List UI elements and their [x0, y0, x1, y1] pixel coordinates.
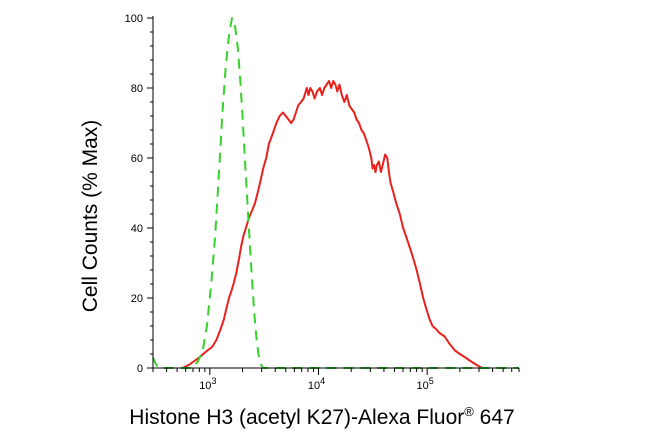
y-tick-label: 40 — [131, 223, 143, 235]
y-tick-label: 100 — [125, 13, 143, 25]
x-axis-label-tail: 647 — [474, 406, 515, 429]
plot-series — [152, 17, 519, 369]
y-axis-label: Cell Counts (% Max) — [79, 120, 102, 313]
y-tick-label: 80 — [131, 83, 143, 95]
y-tick-label: 0 — [137, 363, 143, 375]
x-axis: 103 104 105 — [152, 367, 520, 392]
x-tick-label: 103 — [199, 376, 216, 392]
sample-histogram-line — [182, 80, 483, 369]
isotype-control-line — [152, 17, 519, 369]
x-tick-label: 105 — [417, 376, 434, 392]
y-tick-label: 60 — [131, 153, 143, 165]
y-axis-title: Cell Counts (% Max) — [79, 120, 102, 313]
x-axis-title: Histone H3 (acetyl K27)-Alexa Fluor® 647 — [129, 404, 514, 429]
x-tick-label: 104 — [308, 376, 325, 392]
y-tick-label: 20 — [131, 293, 143, 305]
y-axis: 0 20 40 60 80 100 — [125, 13, 154, 375]
x-axis-label-main: Histone H3 (acetyl K27)-Alexa Fluor — [129, 406, 464, 429]
x-axis-label-registered-mark: ® — [464, 404, 474, 419]
